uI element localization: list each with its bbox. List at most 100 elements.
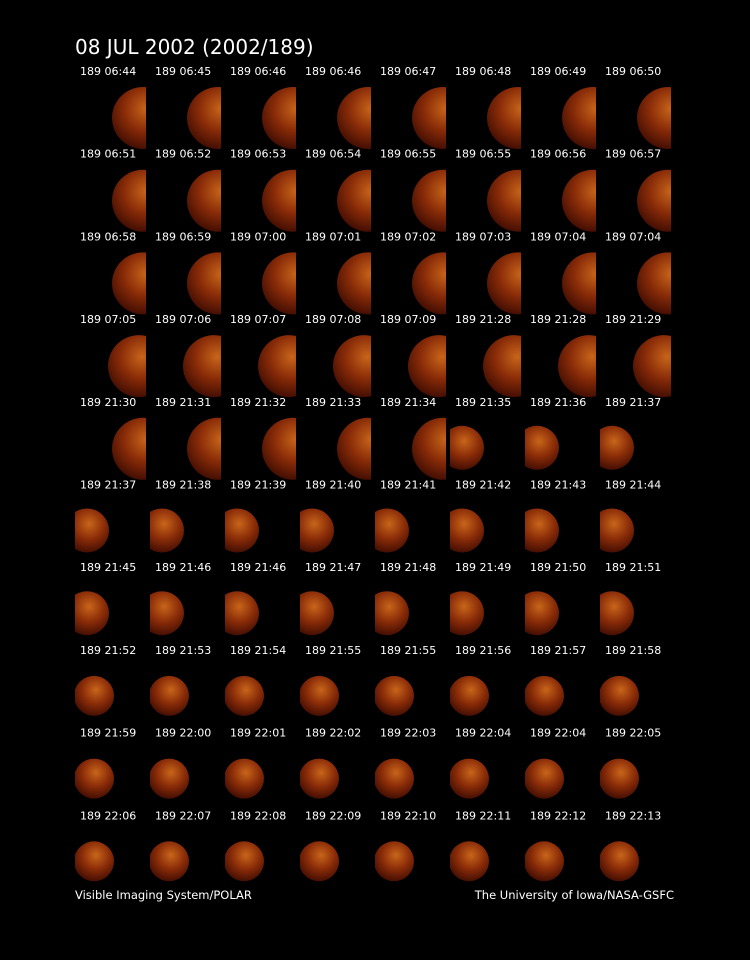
frame-label: 189 06:46 — [230, 65, 286, 78]
frame-image — [112, 417, 146, 480]
frame-label: 189 07:07 — [230, 313, 286, 326]
earth-disc — [75, 841, 114, 882]
earth-disc — [75, 508, 109, 553]
earth-disc — [450, 591, 484, 636]
frame-label: 189 21:49 — [455, 561, 511, 574]
frame-image — [75, 841, 114, 882]
frame-image — [562, 252, 596, 315]
frame-label: 189 06:48 — [455, 65, 511, 78]
frame-image — [300, 841, 339, 882]
frame-label: 189 06:54 — [305, 148, 361, 161]
earth-disc — [300, 841, 339, 882]
frame-image — [487, 169, 521, 232]
frame-label: 189 06:50 — [605, 65, 661, 78]
frame-label: 189 21:41 — [380, 479, 436, 492]
earth-disc — [412, 417, 446, 480]
frame-label: 189 21:55 — [380, 644, 436, 657]
frame-image — [600, 591, 634, 636]
earth-disc — [412, 87, 446, 149]
earth-disc — [112, 252, 146, 315]
frame-image — [187, 417, 221, 480]
frame-label: 189 22:10 — [380, 809, 436, 822]
earth-disc — [600, 508, 634, 553]
frame-image — [412, 417, 446, 480]
earth-disc — [525, 675, 564, 716]
earth-disc — [562, 252, 596, 315]
frame-label: 189 22:00 — [155, 727, 211, 740]
frame-image — [525, 675, 564, 716]
frame-image — [225, 758, 264, 799]
earth-disc — [450, 675, 489, 716]
frame-image — [225, 841, 264, 882]
frame-label: 189 22:04 — [455, 727, 511, 740]
earth-disc — [187, 169, 221, 232]
frame-label: 189 21:33 — [305, 396, 361, 409]
earth-disc — [408, 335, 446, 398]
frame-label: 189 22:06 — [80, 809, 136, 822]
frame-label: 189 21:37 — [80, 479, 136, 492]
frame-image — [75, 508, 109, 553]
frame-label: 189 21:46 — [230, 561, 286, 574]
frame-image — [525, 425, 559, 470]
earth-disc — [525, 508, 559, 553]
earth-disc — [112, 87, 146, 149]
frame-image — [183, 335, 221, 398]
earth-disc — [262, 169, 296, 232]
frame-label: 189 06:51 — [80, 148, 136, 161]
frame-image — [225, 675, 264, 716]
frame-image — [637, 87, 671, 149]
frame-image — [150, 675, 189, 716]
earth-disc — [450, 508, 484, 553]
earth-disc — [450, 758, 489, 799]
frame-image — [633, 335, 671, 398]
frame-image — [562, 169, 596, 232]
frame-label: 189 06:58 — [80, 230, 136, 243]
frame-image — [375, 758, 414, 799]
frame-label: 189 06:46 — [305, 65, 361, 78]
frame-image — [333, 335, 371, 398]
earth-disc — [225, 675, 264, 716]
footer-left: Visible Imaging System/POLAR — [75, 888, 252, 902]
frame-image — [375, 841, 414, 882]
earth-disc — [337, 252, 371, 315]
earth-disc — [375, 675, 414, 716]
earth-disc — [300, 675, 339, 716]
frame-label: 189 07:06 — [155, 313, 211, 326]
earth-disc — [600, 841, 639, 882]
frame-label: 189 07:08 — [305, 313, 361, 326]
frame-image — [258, 335, 296, 398]
frame-image — [337, 252, 371, 315]
frame-image — [187, 169, 221, 232]
earth-disc — [150, 841, 189, 882]
frame-image — [558, 335, 596, 398]
earth-disc — [412, 252, 446, 315]
frame-image — [150, 758, 189, 799]
frame-label: 189 21:32 — [230, 396, 286, 409]
frame-image — [525, 591, 559, 636]
frame-image — [600, 425, 634, 470]
frame-label: 189 22:04 — [530, 727, 586, 740]
frame-label: 189 21:59 — [80, 727, 136, 740]
frame-label: 189 06:56 — [530, 148, 586, 161]
frame-label: 189 07:04 — [605, 230, 661, 243]
frame-label: 189 21:43 — [530, 479, 586, 492]
frame-image — [487, 87, 521, 149]
frame-image — [337, 169, 371, 232]
frame-label: 189 21:46 — [155, 561, 211, 574]
earth-disc — [487, 169, 521, 232]
frame-label: 189 21:47 — [305, 561, 361, 574]
frame-image — [450, 841, 489, 882]
earth-disc — [262, 417, 296, 480]
earth-disc — [637, 252, 671, 315]
frame-label: 189 21:55 — [305, 644, 361, 657]
frame-image — [225, 591, 259, 636]
frame-image — [562, 87, 596, 149]
earth-disc — [225, 591, 259, 636]
frame-image — [150, 841, 189, 882]
frame-image — [483, 335, 521, 398]
frame-label: 189 21:35 — [455, 396, 511, 409]
frame-label: 189 21:28 — [530, 313, 586, 326]
frame-image — [525, 758, 564, 799]
frame-label: 189 22:11 — [455, 809, 511, 822]
